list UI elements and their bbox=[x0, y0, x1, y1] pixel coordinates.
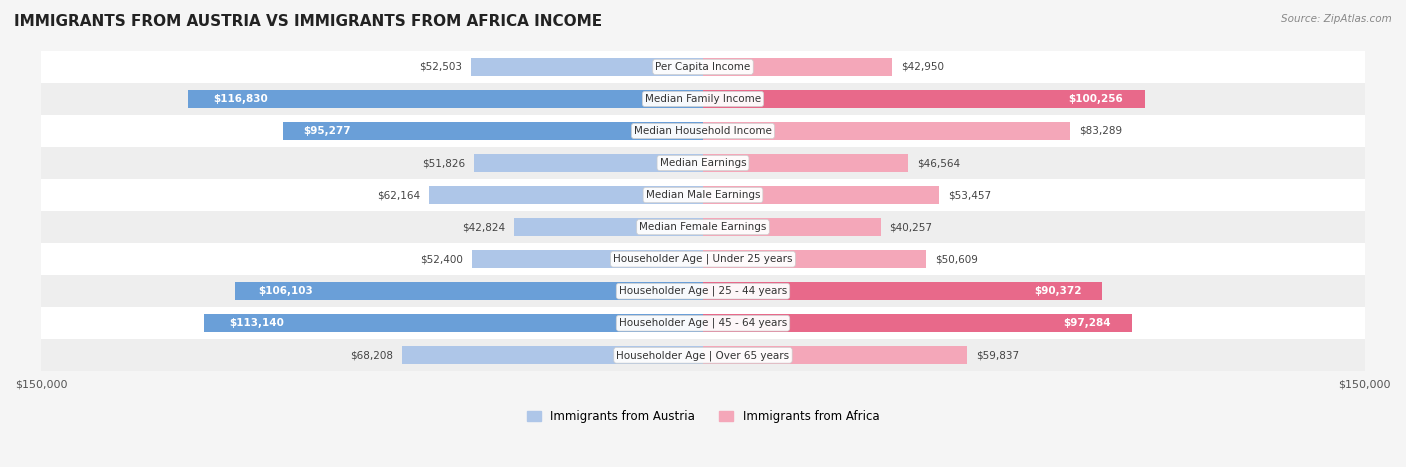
Bar bbox=[703, 90, 1146, 108]
Text: $42,950: $42,950 bbox=[901, 62, 945, 72]
Text: Median Household Income: Median Household Income bbox=[634, 126, 772, 136]
Bar bbox=[703, 250, 927, 268]
Text: Median Female Earnings: Median Female Earnings bbox=[640, 222, 766, 232]
Text: Householder Age | Under 25 years: Householder Age | Under 25 years bbox=[613, 254, 793, 264]
Bar bbox=[402, 347, 703, 364]
Text: Median Earnings: Median Earnings bbox=[659, 158, 747, 168]
Text: $97,284: $97,284 bbox=[1063, 318, 1111, 328]
Bar bbox=[703, 314, 1132, 332]
Bar bbox=[41, 211, 1365, 243]
Text: $83,289: $83,289 bbox=[1080, 126, 1122, 136]
Bar bbox=[41, 115, 1365, 147]
Bar bbox=[471, 58, 703, 76]
Text: $100,256: $100,256 bbox=[1069, 94, 1123, 104]
Bar bbox=[204, 314, 703, 332]
Text: $59,837: $59,837 bbox=[976, 350, 1019, 360]
Text: $106,103: $106,103 bbox=[259, 286, 314, 296]
Text: Median Family Income: Median Family Income bbox=[645, 94, 761, 104]
Bar bbox=[41, 51, 1365, 83]
Bar bbox=[41, 147, 1365, 179]
Text: Householder Age | 25 - 44 years: Householder Age | 25 - 44 years bbox=[619, 286, 787, 297]
Text: Householder Age | Over 65 years: Householder Age | Over 65 years bbox=[616, 350, 790, 361]
Text: $95,277: $95,277 bbox=[304, 126, 352, 136]
Bar bbox=[703, 186, 939, 204]
Text: $116,830: $116,830 bbox=[214, 94, 269, 104]
Bar bbox=[41, 83, 1365, 115]
Text: $42,824: $42,824 bbox=[463, 222, 505, 232]
Bar bbox=[474, 154, 703, 172]
Bar bbox=[41, 275, 1365, 307]
Bar bbox=[703, 347, 967, 364]
Text: $46,564: $46,564 bbox=[917, 158, 960, 168]
Bar bbox=[41, 307, 1365, 339]
Bar bbox=[429, 186, 703, 204]
Legend: Immigrants from Austria, Immigrants from Africa: Immigrants from Austria, Immigrants from… bbox=[522, 405, 884, 427]
Text: $113,140: $113,140 bbox=[229, 318, 284, 328]
Text: $51,826: $51,826 bbox=[422, 158, 465, 168]
Text: $40,257: $40,257 bbox=[890, 222, 932, 232]
Text: $90,372: $90,372 bbox=[1035, 286, 1081, 296]
Bar bbox=[703, 58, 893, 76]
Text: Householder Age | 45 - 64 years: Householder Age | 45 - 64 years bbox=[619, 318, 787, 328]
Bar bbox=[41, 339, 1365, 371]
Text: $50,609: $50,609 bbox=[935, 254, 979, 264]
Text: Source: ZipAtlas.com: Source: ZipAtlas.com bbox=[1281, 14, 1392, 24]
Bar bbox=[703, 154, 908, 172]
Bar bbox=[472, 250, 703, 268]
Text: Per Capita Income: Per Capita Income bbox=[655, 62, 751, 72]
Bar bbox=[703, 283, 1102, 300]
Bar bbox=[703, 122, 1070, 140]
Bar bbox=[187, 90, 703, 108]
Text: Median Male Earnings: Median Male Earnings bbox=[645, 190, 761, 200]
Bar bbox=[41, 243, 1365, 275]
Bar bbox=[235, 283, 703, 300]
Bar bbox=[41, 179, 1365, 211]
Bar bbox=[283, 122, 703, 140]
Text: IMMIGRANTS FROM AUSTRIA VS IMMIGRANTS FROM AFRICA INCOME: IMMIGRANTS FROM AUSTRIA VS IMMIGRANTS FR… bbox=[14, 14, 602, 29]
Text: $53,457: $53,457 bbox=[948, 190, 991, 200]
Bar bbox=[515, 218, 703, 236]
Text: $52,503: $52,503 bbox=[419, 62, 463, 72]
Text: $68,208: $68,208 bbox=[350, 350, 394, 360]
Text: $62,164: $62,164 bbox=[377, 190, 420, 200]
Text: $52,400: $52,400 bbox=[420, 254, 463, 264]
Bar bbox=[703, 218, 880, 236]
